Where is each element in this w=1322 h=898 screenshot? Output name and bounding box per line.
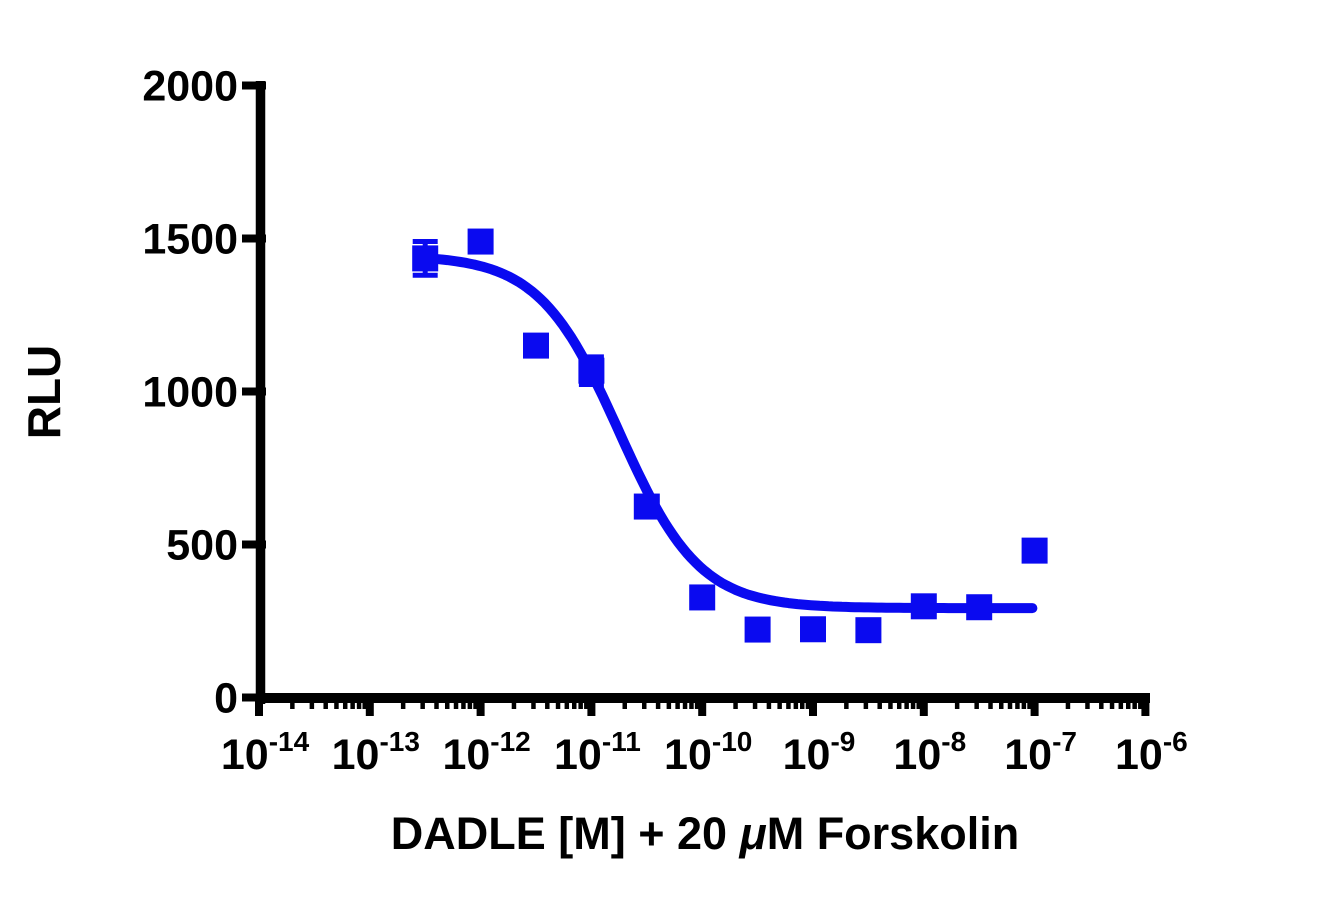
- x-tick-base: 10: [332, 731, 380, 779]
- x-tick-base: 10: [1004, 731, 1052, 779]
- x-axis-title: DADLE [M] + 20 μM Forskolin: [391, 808, 1019, 859]
- x-tick-exponent: -6: [1163, 726, 1188, 757]
- x-tick-label: 10-11: [554, 726, 641, 779]
- x-tick-label: 10-7: [1004, 726, 1077, 779]
- data-point-marker: [1021, 537, 1048, 564]
- data-point-marker: [910, 593, 937, 620]
- data-point-marker: [966, 594, 993, 621]
- y-tick-label: 1000: [142, 369, 238, 417]
- x-tick-exponent: -9: [830, 726, 855, 757]
- x-tick-label: 10-12: [442, 726, 530, 779]
- x-tick-base: 10: [1115, 731, 1163, 779]
- y-tick-label: 500: [166, 522, 238, 570]
- x-axis-title-prefix: DADLE [M] + 20: [391, 808, 740, 859]
- y-tick-label: 1500: [142, 216, 238, 264]
- data-point-marker: [523, 332, 549, 359]
- data-point-marker: [467, 228, 494, 255]
- data-point-marker: [855, 617, 882, 644]
- fit-curve: [420, 253, 1038, 614]
- x-tick-exponent: -7: [1052, 726, 1077, 757]
- data-point-marker: [744, 616, 771, 643]
- x-tick-exponent: -14: [269, 726, 310, 757]
- data-point-marker: [578, 357, 605, 384]
- y-tick-label: 2000: [142, 63, 238, 111]
- y-axis-title: RLU: [18, 345, 70, 440]
- x-tick-base: 10: [664, 731, 712, 779]
- y-tick-label: 0: [214, 675, 238, 723]
- x-tick-base: 10: [893, 731, 941, 779]
- data-point-marker: [633, 493, 660, 520]
- data-point-marker: [412, 245, 439, 272]
- x-tick-label: 10-6: [1115, 726, 1188, 779]
- x-tick-base: 10: [221, 731, 269, 779]
- x-axis-title-suffix: M Forskolin: [767, 808, 1020, 859]
- data-point-marker: [800, 616, 826, 643]
- x-tick-exponent: -11: [602, 726, 641, 757]
- data-point-marker: [689, 584, 716, 611]
- x-tick-base: 10: [442, 731, 490, 779]
- x-tick-exponent: -8: [941, 726, 966, 757]
- x-tick-base: 10: [783, 731, 831, 779]
- x-tick-label: 10-8: [893, 726, 966, 779]
- x-tick-exponent: -10: [712, 726, 752, 757]
- x-tick-base: 10: [554, 731, 602, 779]
- x-tick-label: 10-13: [332, 726, 420, 779]
- x-axis-title-mu: μ: [738, 808, 767, 859]
- x-tick-label: 10-10: [664, 726, 752, 779]
- x-tick-label: 10-14: [221, 726, 310, 779]
- x-tick-exponent: -13: [379, 726, 419, 757]
- x-tick-exponent: -12: [490, 726, 530, 757]
- x-tick-label: 10-9: [783, 726, 856, 779]
